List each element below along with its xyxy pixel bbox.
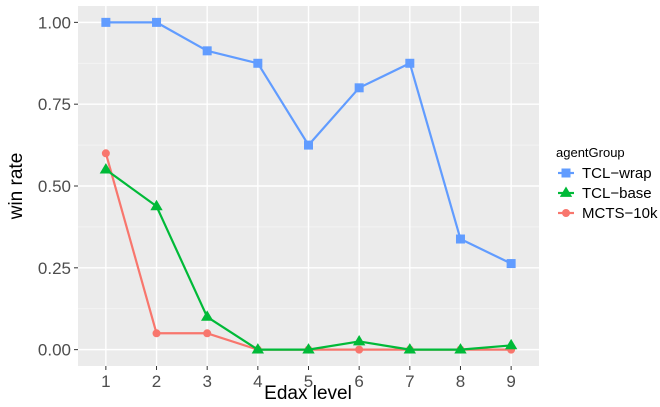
x-tick-label: 7 xyxy=(405,372,414,391)
series-point xyxy=(150,199,163,211)
series-point xyxy=(201,310,214,321)
x-axis-title: Edax level xyxy=(264,383,352,404)
series-point xyxy=(504,338,518,350)
series-point xyxy=(403,343,416,354)
series-point xyxy=(101,17,111,27)
x-tick-label: 6 xyxy=(354,372,363,391)
series-point xyxy=(354,83,364,93)
series-point xyxy=(251,343,265,354)
x-tick-label: 1 xyxy=(101,372,110,391)
y-tick-label: 0.00 xyxy=(38,341,71,360)
legend-item: TCL−base xyxy=(558,185,652,202)
x-axis-ticks: 1 2 3 4 5 6 7 8 9 xyxy=(101,366,516,391)
series-layer xyxy=(99,17,518,354)
series-point xyxy=(99,163,113,174)
series-point xyxy=(405,58,415,68)
series-point xyxy=(454,343,467,354)
x-tick-label: 9 xyxy=(506,372,515,391)
series-square xyxy=(101,17,516,269)
x-tick-label: 8 xyxy=(456,372,465,391)
series-point xyxy=(203,329,212,338)
x-tick-label: 4 xyxy=(253,372,262,391)
x-tick-label: 2 xyxy=(152,372,161,391)
y-axis-ticks: 0.00 0.25 0.50 0.75 1.00 xyxy=(38,13,78,360)
series-point xyxy=(506,259,516,269)
y-tick-label: 1.00 xyxy=(38,13,71,32)
y-tick-label: 0.75 xyxy=(38,95,71,114)
y-tick-label: 0.50 xyxy=(38,177,71,196)
legend-key-marker xyxy=(562,209,570,217)
series-point xyxy=(304,140,313,150)
legend-item: TCL−wrap xyxy=(558,165,652,182)
legend-label: MCTS−10k xyxy=(582,205,658,222)
x-tick-label: 3 xyxy=(202,372,211,391)
legend-item: MCTS−10k xyxy=(558,205,658,222)
series-point xyxy=(101,149,110,158)
series-point xyxy=(455,234,465,244)
legend-key-marker xyxy=(559,186,573,197)
series-point xyxy=(302,343,315,354)
x-tick-label: 5 xyxy=(304,372,313,391)
series-point xyxy=(352,334,366,346)
legend-label: TCL−base xyxy=(582,185,652,202)
legend-title: agentGroup xyxy=(556,145,625,160)
series-point xyxy=(253,58,263,68)
y-tick-label: 0.25 xyxy=(38,259,71,278)
series-point xyxy=(152,17,162,27)
series-point xyxy=(202,46,212,56)
series-point xyxy=(152,329,161,338)
legend-key-marker xyxy=(561,168,571,178)
legend-label: TCL−wrap xyxy=(582,165,652,182)
series-triangle xyxy=(99,163,518,354)
legend: agentGroup TCL−wrap TCL−base MCTS−10k xyxy=(556,145,658,222)
series-point xyxy=(355,345,364,354)
y-axis-title: win rate xyxy=(6,153,27,221)
